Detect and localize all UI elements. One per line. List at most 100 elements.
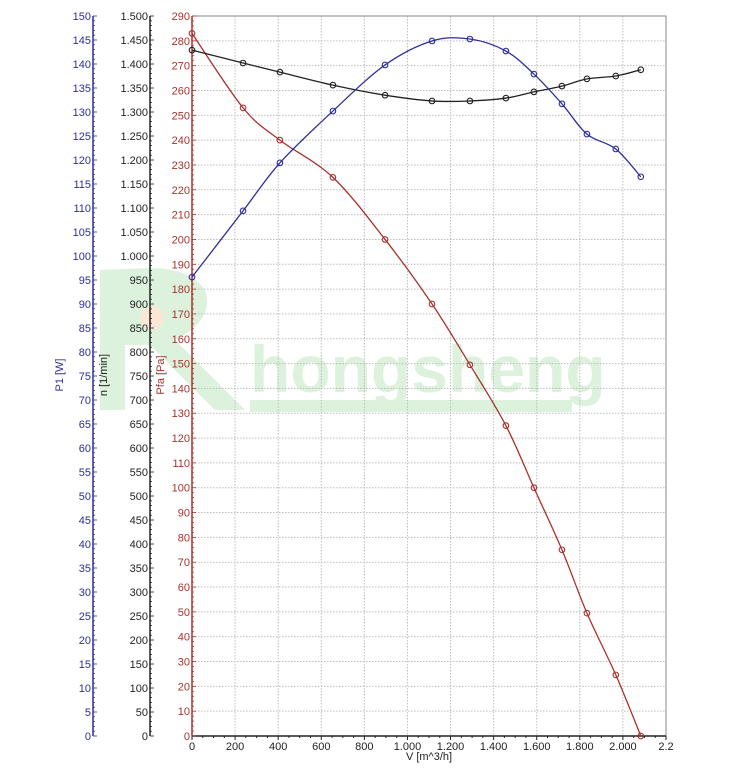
P1-data-point bbox=[428, 37, 436, 45]
n-data-point bbox=[530, 88, 538, 96]
Pfa-tick-label: 110 bbox=[172, 458, 190, 470]
n-data-point bbox=[276, 68, 284, 76]
x-tick-label: 2.2 bbox=[658, 741, 673, 753]
Pfa-data-point bbox=[428, 300, 436, 308]
P1-tick-label: 25 bbox=[79, 611, 91, 623]
n-data-point bbox=[466, 97, 474, 105]
n-tick-label: 1.150 bbox=[120, 179, 148, 191]
n-tick-label: 1.050 bbox=[120, 227, 148, 239]
Pfa-tick-label: 130 bbox=[172, 408, 190, 420]
P1-tick-label: 125 bbox=[73, 131, 91, 143]
n-data-point bbox=[502, 94, 510, 102]
Pfa-tick-label: 150 bbox=[172, 359, 190, 371]
n-axis-label: n [1/min] bbox=[98, 354, 110, 396]
x-axis-label: V [m^3/h] bbox=[406, 751, 452, 763]
Pfa-tick-label: 100 bbox=[172, 483, 190, 495]
Pfa-data-point bbox=[637, 732, 645, 740]
P1-data-point bbox=[502, 47, 510, 55]
n-tick-label: 350 bbox=[130, 563, 148, 575]
P1-axis-label: P1 [W] bbox=[54, 358, 66, 391]
Pfa-tick-label: 30 bbox=[178, 657, 190, 669]
P1-tick-label: 40 bbox=[79, 539, 91, 551]
n-data-point bbox=[583, 75, 591, 83]
Pfa-tick-label: 70 bbox=[178, 557, 190, 569]
n-tick-label: 1.100 bbox=[120, 203, 148, 215]
Pfa-data-point bbox=[329, 174, 337, 181]
P1-data-point bbox=[239, 207, 247, 215]
Pfa-data-point bbox=[558, 546, 566, 554]
P1-tick-label: 135 bbox=[73, 83, 91, 95]
Pfa-tick-label: 210 bbox=[172, 210, 190, 222]
watermark-logo-mark bbox=[100, 268, 245, 410]
P1-tick-label: 20 bbox=[79, 635, 91, 647]
x-tick-label: 1.400 bbox=[480, 741, 508, 753]
Pfa-tick-label: 290 bbox=[172, 11, 190, 23]
Pfa-tick-label: 40 bbox=[178, 632, 190, 644]
x-tick-label: 1.800 bbox=[566, 741, 594, 753]
Pfa-data-point bbox=[239, 104, 247, 112]
P1-data-point bbox=[637, 173, 645, 181]
n-tick-label: 400 bbox=[130, 539, 148, 551]
x-tick-label: 1.600 bbox=[523, 741, 551, 753]
P1-tick-label: 90 bbox=[79, 299, 91, 311]
P1-data-point bbox=[558, 100, 566, 108]
P1-tick-label: 115 bbox=[73, 179, 91, 191]
P1-tick-label: 0 bbox=[85, 731, 91, 743]
n-tick-label: 700 bbox=[130, 395, 148, 407]
watermark-logo: hongsheng bbox=[100, 268, 606, 412]
n-tick-label: 1.400 bbox=[120, 59, 148, 71]
n-tick-label: 150 bbox=[130, 659, 148, 671]
P1-data-point bbox=[188, 273, 196, 281]
x-tick-label: 200 bbox=[226, 741, 244, 753]
Pfa-data-point bbox=[502, 422, 510, 430]
P1-tick-label: 145 bbox=[73, 35, 91, 47]
n-tick-label: 1.250 bbox=[120, 131, 148, 143]
watermark-underline bbox=[250, 400, 572, 412]
x-tick-label: 2.000 bbox=[609, 741, 637, 753]
n-tick-label: 900 bbox=[130, 299, 148, 311]
P1-tick-label: 10 bbox=[79, 683, 91, 695]
n-data-point bbox=[428, 97, 436, 105]
n-tick-label: 500 bbox=[130, 491, 148, 503]
n-series-line bbox=[191, 49, 641, 103]
n-data-point bbox=[188, 46, 196, 54]
Pfa-tick-label: 170 bbox=[172, 309, 190, 321]
Pfa-tick-label: 250 bbox=[172, 110, 190, 122]
Pfa-tick-label: 50 bbox=[178, 607, 190, 619]
Pfa-data-point bbox=[583, 609, 591, 617]
P1-tick-label: 50 bbox=[79, 491, 91, 503]
P1-tick-label: 15 bbox=[79, 659, 91, 671]
P1-tick-label: 60 bbox=[79, 443, 91, 455]
P1-tick-label: 75 bbox=[79, 371, 91, 383]
n-data-point bbox=[612, 72, 620, 80]
Pfa-tick-label: 60 bbox=[178, 582, 190, 594]
P1-series-line bbox=[191, 37, 642, 278]
n-data-point bbox=[558, 82, 566, 90]
P1-tick-label: 110 bbox=[73, 203, 91, 215]
P1-tick-label: 30 bbox=[79, 587, 91, 599]
n-tick-label: 300 bbox=[130, 587, 148, 599]
Pfa-tick-label: 180 bbox=[172, 284, 190, 296]
Pfa-tick-label: 80 bbox=[178, 532, 190, 544]
Pfa-data-point bbox=[612, 671, 620, 679]
P1-tick-label: 5 bbox=[85, 707, 91, 719]
Pfa-tick-label: 190 bbox=[172, 259, 190, 271]
n-tick-label: 1.300 bbox=[120, 107, 148, 119]
x-tick-label: 1.200 bbox=[437, 741, 465, 753]
P1-tick-label: 70 bbox=[79, 395, 91, 407]
n-tick-label: 1.350 bbox=[120, 83, 148, 95]
P1-data-point bbox=[583, 130, 591, 138]
P1-tick-label: 130 bbox=[73, 107, 91, 119]
Pfa-tick-label: 10 bbox=[178, 706, 190, 718]
n-tick-label: 750 bbox=[130, 371, 148, 383]
P1-tick-label: 45 bbox=[79, 515, 91, 527]
Pfa-tick-label: 230 bbox=[172, 160, 190, 172]
n-tick-label: 800 bbox=[130, 347, 148, 359]
P1-tick-label: 95 bbox=[79, 275, 91, 287]
P1-tick-label: 55 bbox=[79, 467, 91, 479]
n-tick-label: 450 bbox=[130, 515, 148, 527]
x-tick-label: 800 bbox=[355, 741, 373, 753]
Pfa-axis-label: Pfa [Pa] bbox=[155, 355, 167, 394]
n-data-point bbox=[329, 81, 337, 89]
